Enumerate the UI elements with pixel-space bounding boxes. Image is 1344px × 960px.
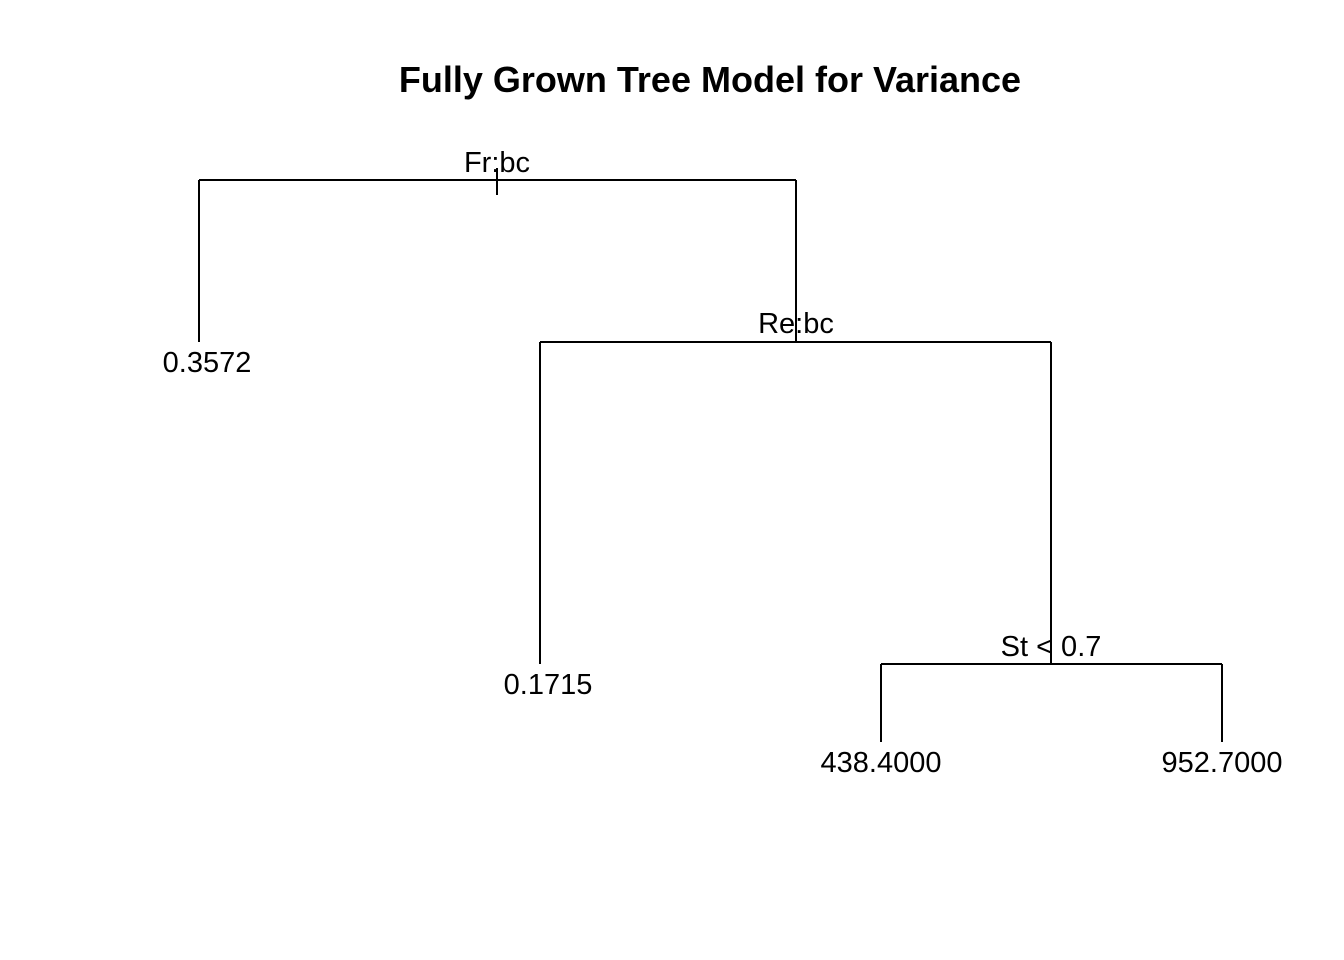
leaf-value-2: 0.1715 [504, 669, 593, 701]
split-label-right-right: St < 0.7 [1001, 631, 1102, 663]
leaf-value-4: 952.7000 [1162, 747, 1283, 779]
split-label-root: Fr:bc [464, 147, 530, 179]
leaf-value-1: 0.3572 [163, 347, 252, 379]
diagram-title: Fully Grown Tree Model for Variance [399, 59, 1021, 100]
split-node-right: Re:bc [540, 308, 1051, 343]
leaf-value-3: 438.4000 [821, 747, 942, 779]
split-label-right: Re:bc [758, 308, 834, 340]
split-node-root: Fr:bc [199, 147, 796, 195]
split-node-right-right: St < 0.7 [881, 631, 1222, 665]
